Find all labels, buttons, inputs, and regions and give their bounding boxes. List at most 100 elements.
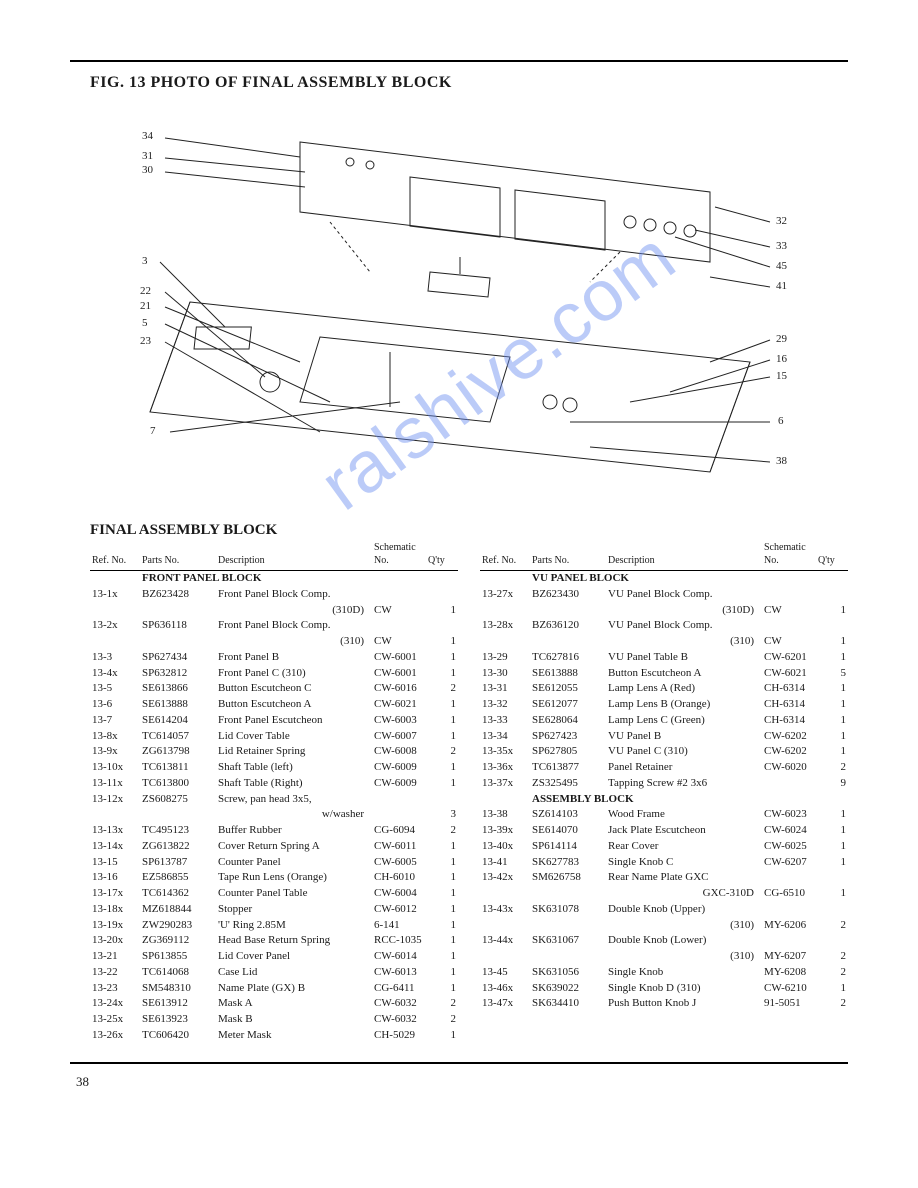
cell-qty: 1 <box>426 949 458 965</box>
cell-ref: 13-44x <box>480 933 530 949</box>
cell-ref: 13-4x <box>90 666 140 682</box>
table-row-cont: (310)MY-62072 <box>480 949 848 965</box>
cell-desc: Button Escutcheon A <box>216 697 372 713</box>
cell-pn: SP632812 <box>140 666 216 682</box>
cell-qty <box>816 933 848 949</box>
cell-pn: SE612055 <box>530 681 606 697</box>
table-row-cont: (310D)CW1 <box>480 603 848 619</box>
cell-desc: VU Panel B <box>606 729 762 745</box>
page-number: 38 <box>76 1074 848 1090</box>
cell-sch: CW-6007 <box>372 729 426 745</box>
cell-sch: CG-6094 <box>372 823 426 839</box>
cell-sch: RCC-1035 <box>372 933 426 949</box>
cell-pn: EZ586855 <box>140 870 216 886</box>
table-row: 13-4xSP632812Front Panel C (310)CW-60011 <box>90 666 458 682</box>
table-row-cont: (310)CW1 <box>90 634 458 650</box>
callout-41: 41 <box>776 280 787 292</box>
cell-ref: 13-35x <box>480 744 530 760</box>
cell-qty: 1 <box>426 666 458 682</box>
cell-qty <box>816 870 848 886</box>
cell-qty: 1 <box>816 603 848 619</box>
cell-sch: CW-6001 <box>372 650 426 666</box>
cell-ref: 13-18x <box>90 902 140 918</box>
cell-sch: CW-6003 <box>372 713 426 729</box>
table-row: 13-42xSM626758Rear Name Plate GXC <box>480 870 848 886</box>
cell-sch: CW-6021 <box>762 666 816 682</box>
th-parts: Parts No. <box>530 541 606 571</box>
cell-desc: Front Panel Escutcheon <box>216 713 372 729</box>
cell-ref: 13-40x <box>480 839 530 855</box>
th-parts: Parts No. <box>140 541 216 571</box>
cell-qty: 1 <box>426 634 458 650</box>
callout-16: 16 <box>776 353 787 365</box>
table-row: 13-19xZW290283'U' Ring 2.85M6-1411 <box>90 918 458 934</box>
cell-desc: Name Plate (GX) B <box>216 981 372 997</box>
cell-sch: CW-6207 <box>762 855 816 871</box>
cell-sch: CW-6005 <box>372 855 426 871</box>
cell-sch <box>372 792 426 808</box>
cell-pn: TC613877 <box>530 760 606 776</box>
cell-qty: 1 <box>426 981 458 997</box>
cell-pn: TC614068 <box>140 965 216 981</box>
cell-sch: CW <box>372 634 426 650</box>
cell-desc: Counter Panel <box>216 855 372 871</box>
cell-desc: VU Panel Block Comp. <box>606 618 762 634</box>
page: FIG. 13 PHOTO OF FINAL ASSEMBLY BLOCK <box>0 0 918 1188</box>
cell-pn: ZG613798 <box>140 744 216 760</box>
cell-qty: 2 <box>426 1012 458 1028</box>
cell-ref: 13-38 <box>480 807 530 823</box>
cell-pn: BZ636120 <box>530 618 606 634</box>
table-row: 13-29TC627816VU Panel Table BCW-62011 <box>480 650 848 666</box>
cell-pn: SE614070 <box>530 823 606 839</box>
table-row-cont: (310D)CW1 <box>90 603 458 619</box>
cell-qty: 1 <box>426 855 458 871</box>
cell-pn: TC606420 <box>140 1028 216 1044</box>
cell-ref: 13-27x <box>480 587 530 603</box>
callout-3: 3 <box>142 255 148 267</box>
cell-pn: TC614362 <box>140 886 216 902</box>
cell-desc: Counter Panel Table <box>216 886 372 902</box>
th-desc: Description <box>216 541 372 571</box>
cell-ref: 13-34 <box>480 729 530 745</box>
cell-sch: CW <box>762 603 816 619</box>
cell-sch: CW-6013 <box>372 965 426 981</box>
table-row: 13-13xTC495123Buffer RubberCG-60942 <box>90 823 458 839</box>
table-row: 13-24xSE613912Mask ACW-60322 <box>90 996 458 1012</box>
cell-pn: BZ623428 <box>140 587 216 603</box>
cell-qty <box>816 587 848 603</box>
cell-pn: SP613787 <box>140 855 216 871</box>
cell-desc2: (310) <box>606 918 762 934</box>
table-row: 13-33SE628064Lamp Lens C (Green)CH-63141 <box>480 713 848 729</box>
cell-qty: 1 <box>816 713 848 729</box>
cell-sch: CH-6314 <box>762 681 816 697</box>
cell-sch <box>372 618 426 634</box>
cell-pn: SK627783 <box>530 855 606 871</box>
cell-desc: Lamp Lens C (Green) <box>606 713 762 729</box>
callout-30: 30 <box>142 164 153 176</box>
cell-pn: SE613888 <box>530 666 606 682</box>
section-title: FINAL ASSEMBLY BLOCK <box>90 522 848 539</box>
callout-15: 15 <box>776 370 787 382</box>
cell-pn: TC613811 <box>140 760 216 776</box>
cell-qty: 3 <box>426 807 458 823</box>
table-row: 13-37xZS325495Tapping Screw #2 3x69 <box>480 776 848 792</box>
cell-ref: 13-15 <box>90 855 140 871</box>
cell-ref: 13-26x <box>90 1028 140 1044</box>
cell-pn: SP627423 <box>530 729 606 745</box>
cell-pn: ZS608275 <box>140 792 216 808</box>
diagram-svg <box>70 102 850 512</box>
cell-desc: Head Base Return Spring <box>216 933 372 949</box>
cell-sch: CW-6014 <box>372 949 426 965</box>
cell-qty: 1 <box>426 697 458 713</box>
cell-qty <box>426 587 458 603</box>
table-row: 13-25xSE613923Mask BCW-60322 <box>90 1012 458 1028</box>
table-row: 13-2xSP636118Front Panel Block Comp. <box>90 618 458 634</box>
table-row: 13-18xMZ618844StopperCW-60121 <box>90 902 458 918</box>
cell-pn: SE613888 <box>140 697 216 713</box>
cell-qty: 2 <box>816 965 848 981</box>
cell-ref: 13-20x <box>90 933 140 949</box>
cell-ref: 13-37x <box>480 776 530 792</box>
table-row: 13-34SP627423VU Panel BCW-62021 <box>480 729 848 745</box>
table-row: 13-35xSP627805VU Panel C (310)CW-62021 <box>480 744 848 760</box>
cell-desc2: (310) <box>216 634 372 650</box>
